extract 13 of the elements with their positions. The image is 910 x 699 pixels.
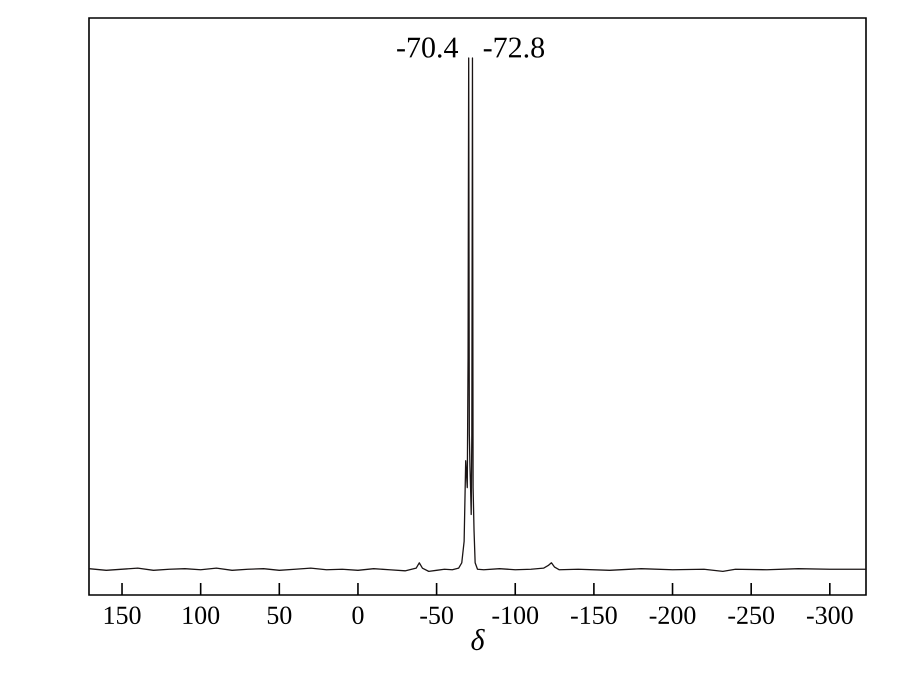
annotation: -70.4 <box>397 37 458 58</box>
x-tick-label: 50 <box>268 606 292 624</box>
x-axis-title: δ <box>471 628 485 650</box>
x-tick-label: 150 <box>104 606 141 624</box>
x-tick-label: -300 <box>806 606 853 624</box>
x-tick-label: 100 <box>183 606 220 624</box>
x-tick-label: -150 <box>571 606 617 624</box>
x-tick-label: 0 <box>352 606 364 624</box>
annotation: -72.8 <box>484 37 544 58</box>
x-tick-label: -50 <box>420 606 453 624</box>
x-tick-label: -200 <box>650 606 696 624</box>
x-tick-label: -100 <box>492 606 538 624</box>
x-tick-label: -250 <box>728 606 774 624</box>
